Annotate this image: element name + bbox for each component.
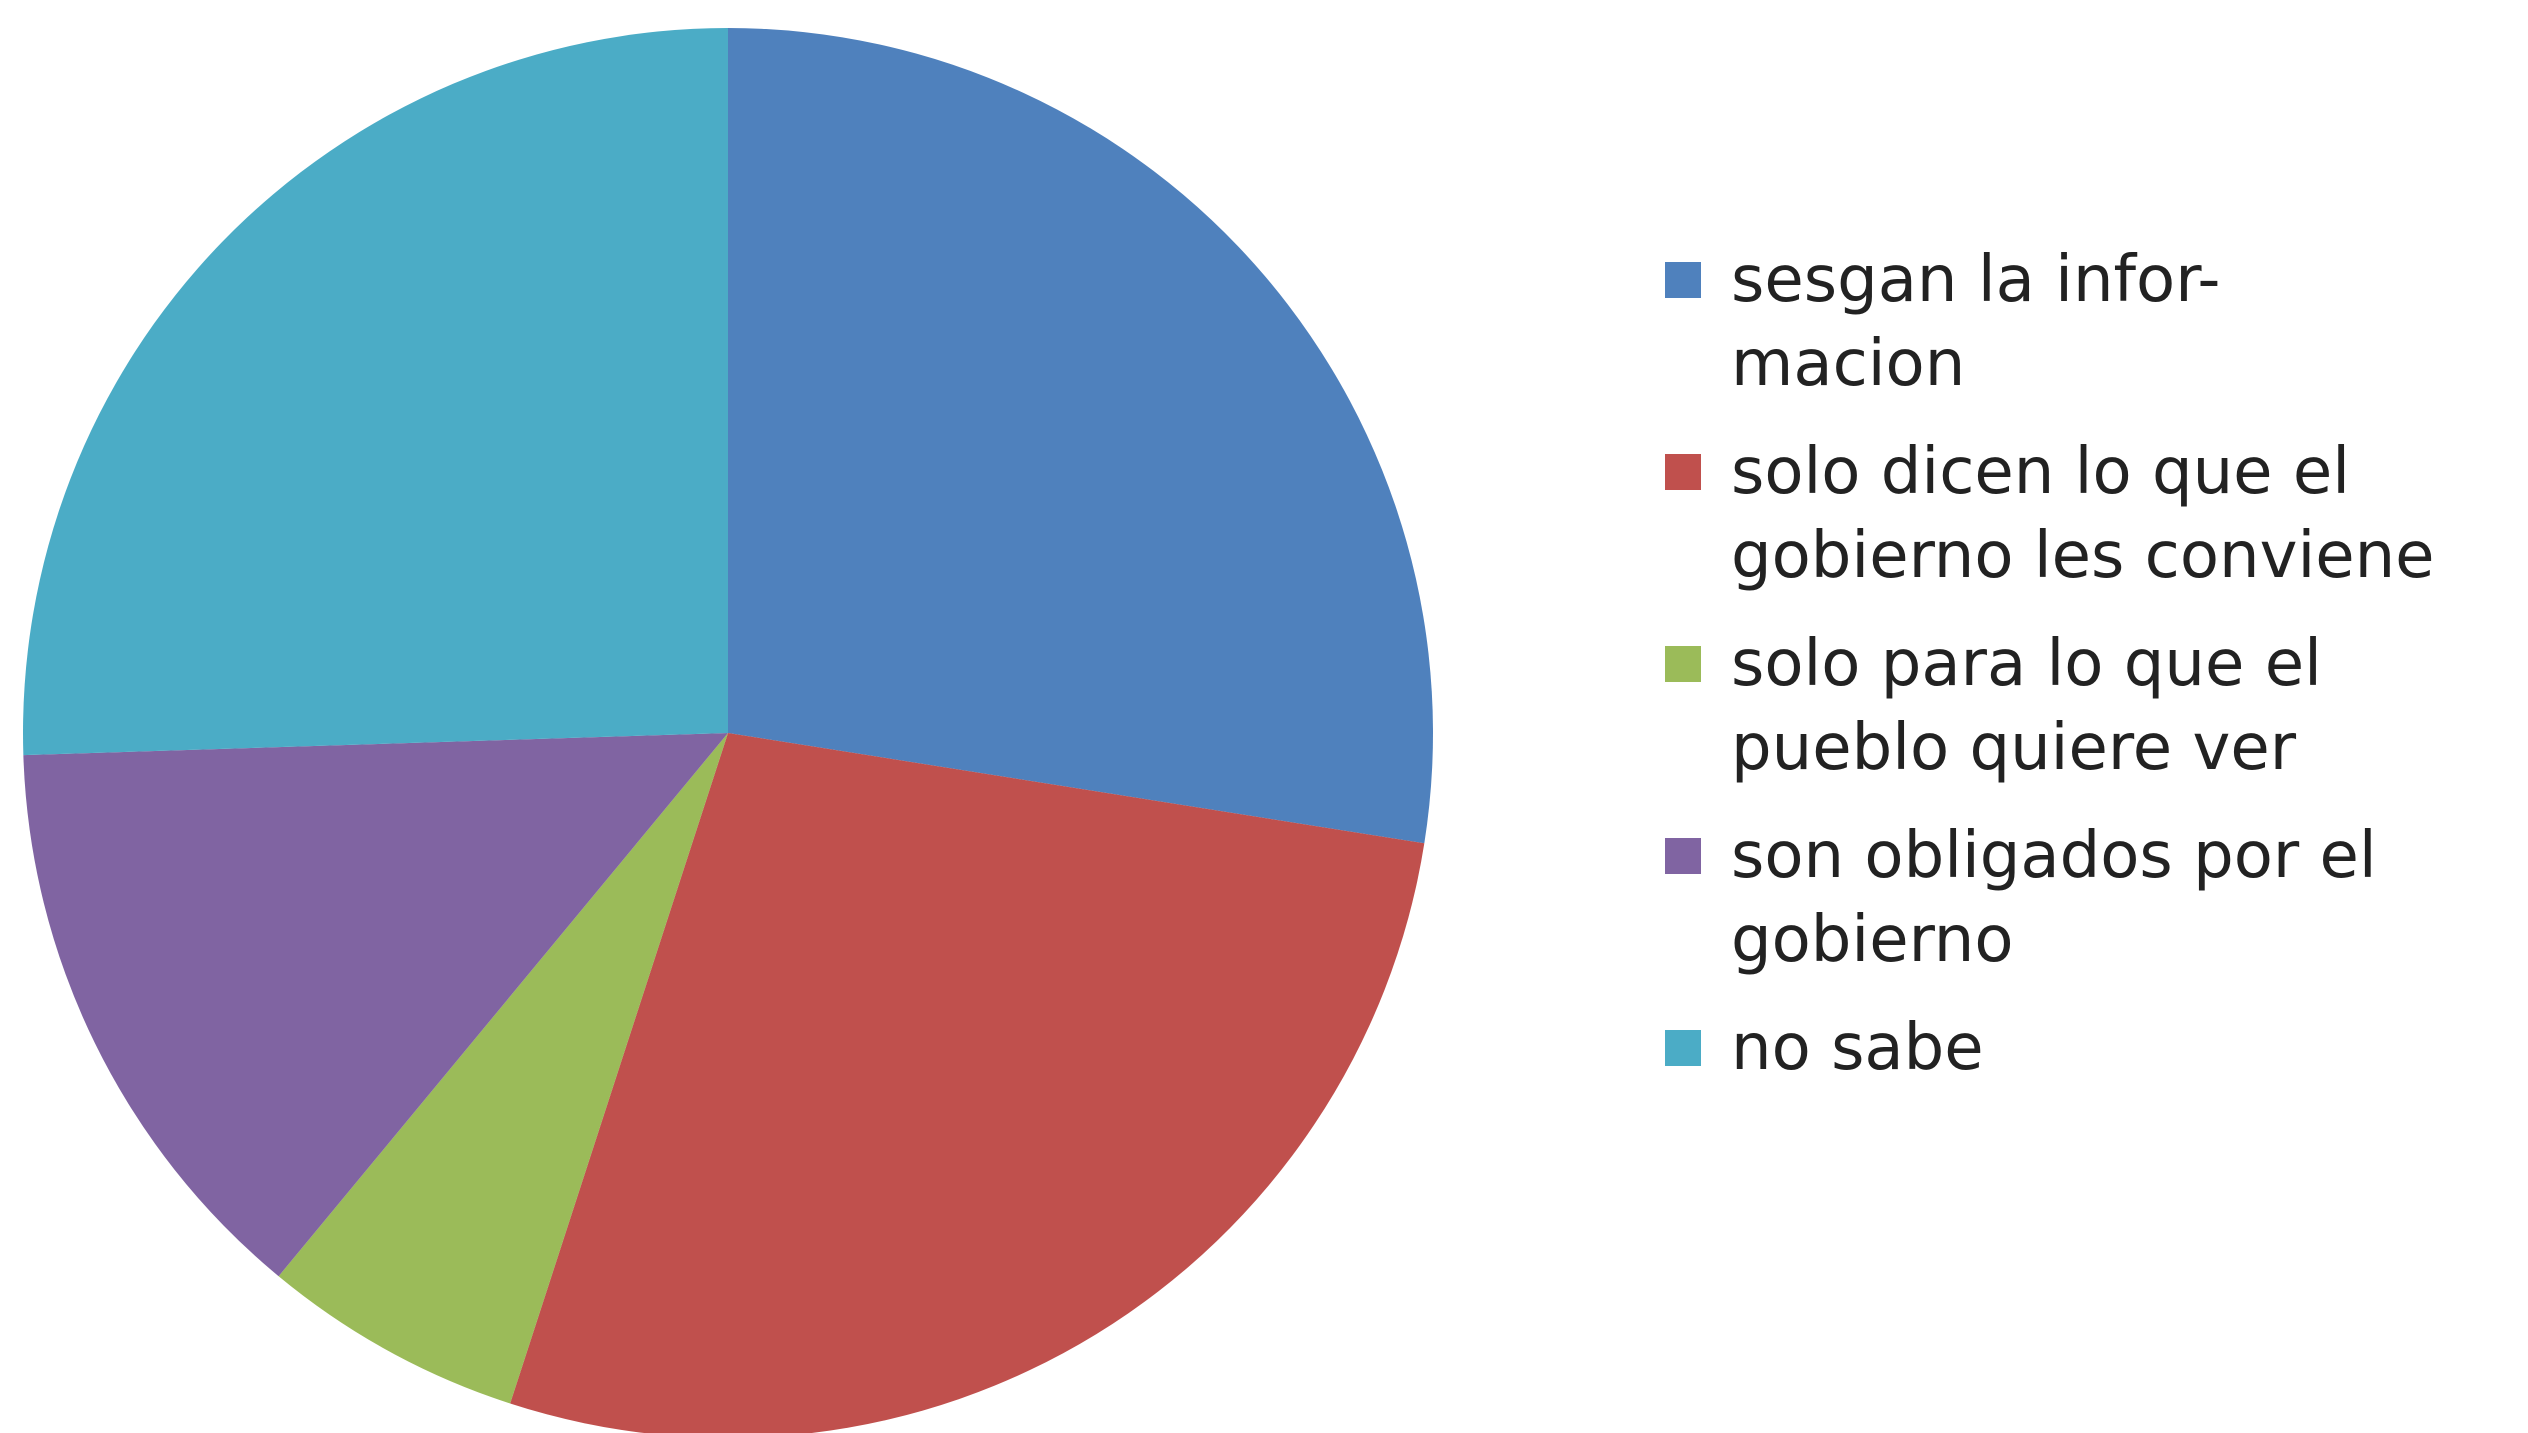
legend-label: no sabe [1731, 1011, 1984, 1085]
legend: sesgan la infor- macion solo dicen lo que… [1665, 238, 2525, 1114]
pie-slice-0 [728, 28, 1434, 844]
legend-swatch [1665, 838, 1701, 874]
legend-item-4: no sabe [1665, 1006, 2525, 1090]
pie-slice-2 [278, 733, 728, 1404]
legend-label: son obligados por el gobierno [1731, 819, 2377, 977]
legend-label: sesgan la infor- macion [1731, 243, 2221, 401]
legend-item-1: solo dicen lo que el gobierno les convie… [1665, 430, 2525, 598]
legend-item-3: son obligados por el gobierno [1665, 814, 2525, 982]
legend-item-0: sesgan la infor- macion [1665, 238, 2525, 406]
legend-swatch [1665, 262, 1701, 298]
pie-plot [22, 28, 1434, 1433]
legend-swatch [1665, 1030, 1701, 1066]
pie-slice-1 [510, 733, 1425, 1433]
legend-item-2: solo para lo que el pueblo quiere ver [1665, 622, 2525, 790]
legend-swatch [1665, 646, 1701, 682]
legend-label: solo dicen lo que el gobierno les convie… [1731, 435, 2435, 593]
legend-swatch [1665, 454, 1701, 490]
pie-slice-3 [23, 733, 728, 1277]
pie-slice-4 [22, 28, 728, 756]
legend-label: solo para lo que el pueblo quiere ver [1731, 627, 2322, 785]
